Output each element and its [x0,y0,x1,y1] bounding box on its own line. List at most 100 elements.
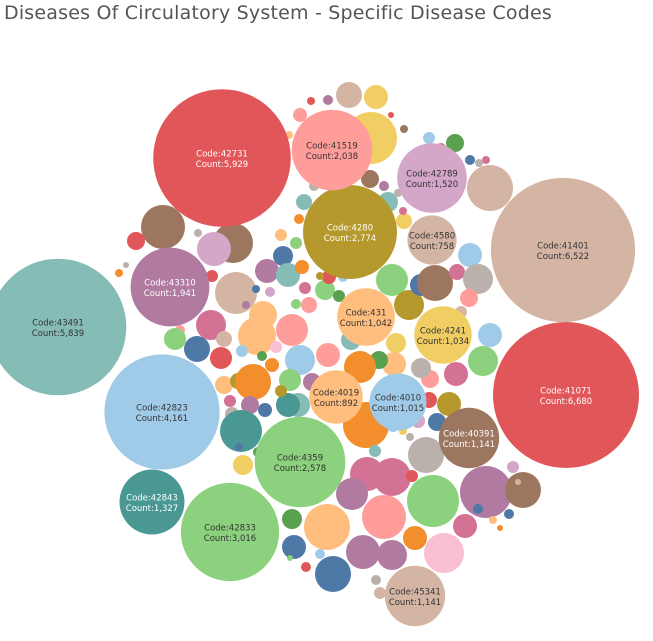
bubble-unlabeled[interactable] [346,535,380,569]
bubble-unlabeled[interactable] [301,297,317,313]
bubble-unlabeled[interactable] [196,310,226,340]
bubble-unlabeled[interactable] [396,213,412,229]
bubble-unlabeled[interactable] [403,526,427,550]
bubble-unlabeled[interactable] [197,232,231,266]
bubble-unlabeled[interactable] [276,263,300,287]
bubble-unlabeled[interactable] [236,345,248,357]
bubble-unlabeled[interactable] [315,280,335,300]
bubble-circle[interactable] [291,109,373,191]
bubble-circle[interactable] [303,185,397,279]
bubble-unlabeled[interactable] [141,205,185,249]
bubble-unlabeled[interactable] [399,207,407,215]
bubble-unlabeled[interactable] [336,82,362,108]
bubble-unlabeled[interactable] [376,264,408,296]
bubble-unlabeled[interactable] [460,289,478,307]
bubble-unlabeled[interactable] [315,556,351,592]
bubble-unlabeled[interactable] [275,385,287,397]
bubble-unlabeled[interactable] [210,347,232,369]
bubble-unlabeled[interactable] [241,396,259,414]
bubble-unlabeled[interactable] [504,509,514,519]
bubble-unlabeled[interactable] [344,351,376,383]
bubble-unlabeled[interactable] [408,437,444,473]
bubble-unlabeled[interactable] [468,346,498,376]
bubble-unlabeled[interactable] [406,433,414,441]
bubble-unlabeled[interactable] [475,159,483,167]
bubble-unlabeled[interactable] [316,343,340,367]
bubble-circle[interactable] [119,469,185,535]
bubble-unlabeled[interactable] [127,232,145,250]
bubble-circle[interactable] [384,565,446,627]
bubble-circle[interactable] [153,89,291,227]
bubble-unlabeled[interactable] [437,392,461,416]
bubble-unlabeled[interactable] [323,95,333,105]
bubble-unlabeled[interactable] [394,290,424,320]
bubble-unlabeled[interactable] [515,479,521,485]
bubble-unlabeled[interactable] [304,504,350,550]
bubble-circle[interactable] [104,354,220,470]
bubble-unlabeled[interactable] [301,562,311,572]
bubble-unlabeled[interactable] [463,264,493,294]
bubble-unlabeled[interactable] [276,314,308,346]
bubble-unlabeled[interactable] [282,535,306,559]
bubble-unlabeled[interactable] [417,265,453,301]
bubble-unlabeled[interactable] [115,269,123,277]
bubble-unlabeled[interactable] [215,272,257,314]
bubble-unlabeled[interactable] [473,504,483,514]
bubble-unlabeled[interactable] [361,170,379,188]
bubble-unlabeled[interactable] [215,376,233,394]
bubble-unlabeled[interactable] [291,299,301,309]
bubble-unlabeled[interactable] [258,403,272,417]
bubble-unlabeled[interactable] [238,317,276,355]
bubble-unlabeled[interactable] [453,514,477,538]
bubble-unlabeled[interactable] [224,395,236,407]
bubble-unlabeled[interactable] [458,243,482,267]
bubble-unlabeled[interactable] [220,410,262,452]
bubble-unlabeled[interactable] [505,472,541,508]
bubble-unlabeled[interactable] [369,445,381,457]
bubble-circle[interactable] [407,215,457,265]
bubble-unlabeled[interactable] [216,331,232,347]
bubble-unlabeled[interactable] [497,525,503,531]
bubble-unlabeled[interactable] [270,341,282,353]
bubble-unlabeled[interactable] [206,270,218,282]
bubble-unlabeled[interactable] [164,328,186,350]
bubble-unlabeled[interactable] [252,285,260,293]
bubble-unlabeled[interactable] [489,516,497,524]
bubble-unlabeled[interactable] [294,214,304,224]
bubble-circle[interactable] [254,416,346,508]
bubble-unlabeled[interactable] [123,262,129,268]
bubble-unlabeled[interactable] [184,336,210,362]
bubble-unlabeled[interactable] [423,132,435,144]
bubble-circle[interactable] [180,482,280,582]
bubble-unlabeled[interactable] [233,455,253,475]
bubble-unlabeled[interactable] [382,352,406,376]
bubble-unlabeled[interactable] [276,393,300,417]
bubble-unlabeled[interactable] [465,155,475,165]
bubble-circle[interactable] [309,370,363,424]
bubble-unlabeled[interactable] [362,495,406,539]
bubble-unlabeled[interactable] [444,362,468,386]
bubble-unlabeled[interactable] [333,290,345,302]
bubble-unlabeled[interactable] [316,272,324,280]
bubble-circle[interactable] [493,322,639,468]
bubble-unlabeled[interactable] [265,287,275,297]
bubble-unlabeled[interactable] [282,509,302,529]
bubble-unlabeled[interactable] [374,587,386,599]
bubble-unlabeled[interactable] [478,323,502,347]
bubble-unlabeled[interactable] [315,549,325,559]
bubble-unlabeled[interactable] [371,575,381,585]
